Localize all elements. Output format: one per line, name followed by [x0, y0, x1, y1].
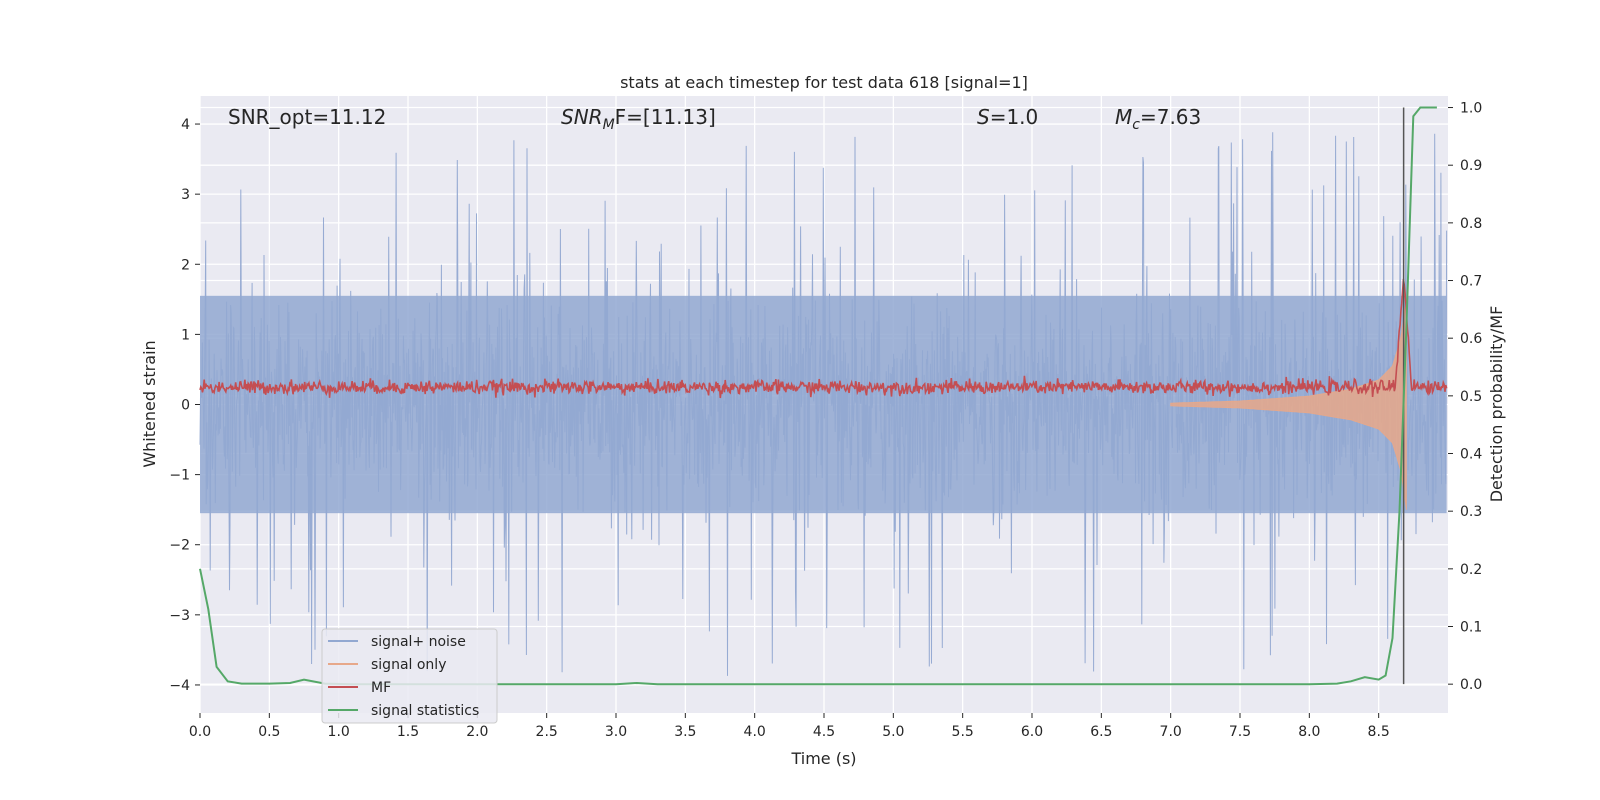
- x-tick-label: 2.5: [536, 724, 558, 740]
- annotation-mc: Mc=7.63: [1115, 105, 1201, 133]
- x-tick-label: 0.5: [258, 724, 280, 740]
- y-left-axis-label: Whitened strain: [140, 340, 159, 467]
- y-left-tick-label: −4: [169, 678, 190, 694]
- x-tick-label: 0.0: [189, 724, 211, 740]
- y-left-tick-label: 4: [181, 117, 190, 133]
- y-left-tick-label: −2: [169, 538, 190, 554]
- x-tick-label: 3.0: [605, 724, 627, 740]
- legend-label-signal-statistics: signal statistics: [371, 703, 479, 719]
- annotation-mc-rest: =7.63: [1140, 105, 1201, 129]
- legend-label-mf: MF: [371, 680, 391, 696]
- annotation-snr-mf: SNRMF=[11.13]: [561, 105, 716, 133]
- series-signal-statistics: [199, 106, 1437, 686]
- x-tick-label: 1.0: [328, 724, 350, 740]
- y-right-tick-label: 0.8: [1460, 216, 1482, 232]
- x-tick-label: 6.5: [1090, 724, 1112, 740]
- legend-label-signal-noise: signal+ noise: [371, 634, 466, 650]
- x-tick-label: 7.5: [1229, 724, 1251, 740]
- series-mf: [199, 278, 1448, 399]
- y-right-tick-label: 0.6: [1460, 331, 1482, 347]
- annotation-s: S=1.0: [977, 105, 1038, 129]
- y-right-tick-label: 0.4: [1460, 447, 1482, 463]
- annotation-s-main: S: [977, 105, 990, 129]
- series-signal-only: [1170, 299, 1407, 510]
- y-left-tick-label: 1: [181, 327, 190, 343]
- y-right-tick-label: 0.7: [1460, 274, 1482, 290]
- y-left-axis-ticks: −4 −3 −2 −1 0 1 2 3 4: [169, 117, 200, 694]
- x-tick-label: 1.5: [397, 724, 419, 740]
- x-tick-label: 4.5: [813, 724, 835, 740]
- x-tick-label: 5.0: [882, 724, 904, 740]
- x-axis-ticks: 0.0 0.5 1.0 1.5 2.0 2.5 3.0 3.5 4.0 4.5 5.0 5.5 6.0 6…: [189, 713, 1390, 740]
- x-tick-label: 8.5: [1368, 724, 1390, 740]
- y-left-tick-label: 0: [181, 398, 190, 414]
- y-left-tick-label: 2: [181, 257, 190, 273]
- legend-box: [321, 628, 498, 724]
- x-axis-label: Time (s): [790, 749, 856, 768]
- x-tick-label: 3.5: [674, 724, 696, 740]
- x-tick-label: 7.0: [1160, 724, 1182, 740]
- chart-title: stats at each timestep for test data 618…: [620, 73, 1028, 92]
- x-tick-label: 5.5: [952, 724, 974, 740]
- x-tick-label: 6.0: [1021, 724, 1043, 740]
- legend: signal+ noise signal only MF signal stat…: [321, 628, 498, 724]
- annotation-mc-main: M: [1115, 105, 1132, 129]
- annotation-s-rest: =1.0: [990, 105, 1039, 129]
- annotation-snr-mf-main: SNR: [561, 105, 603, 129]
- y-right-axis-label: Detection probability/MF: [1487, 306, 1506, 503]
- annotation-mc-sub: c: [1132, 117, 1140, 133]
- y-right-tick-label: 0.9: [1460, 158, 1482, 174]
- x-tick-label: 4.0: [744, 724, 766, 740]
- annotation-snr-mf-sub: M: [603, 117, 615, 133]
- y-right-tick-label: 0.0: [1460, 677, 1482, 693]
- y-right-tick-label: 0.1: [1460, 620, 1482, 636]
- y-left-tick-label: −1: [169, 468, 190, 484]
- y-left-tick-label: −3: [169, 608, 190, 624]
- y-left-tick-label: 3: [181, 187, 190, 203]
- y-right-tick-label: 0.5: [1460, 389, 1482, 405]
- y-right-tick-label: 0.2: [1460, 562, 1482, 578]
- plot-area: [199, 106, 1448, 686]
- annotation-snr-mf-rest: F=[11.13]: [615, 105, 716, 129]
- x-tick-label: 2.0: [466, 724, 488, 740]
- y-right-tick-label: 1.0: [1460, 101, 1482, 117]
- x-tick-label: 8.0: [1298, 724, 1320, 740]
- annotation-snr-opt: SNR_opt=11.12: [228, 105, 386, 129]
- legend-label-signal-only: signal only: [371, 657, 446, 673]
- y-right-tick-label: 0.3: [1460, 504, 1482, 520]
- y-right-axis-ticks: 0.0 0.1 0.2 0.3 0.4 0.5 0.6 0.7 0.8 0.9 1.0: [1448, 101, 1482, 693]
